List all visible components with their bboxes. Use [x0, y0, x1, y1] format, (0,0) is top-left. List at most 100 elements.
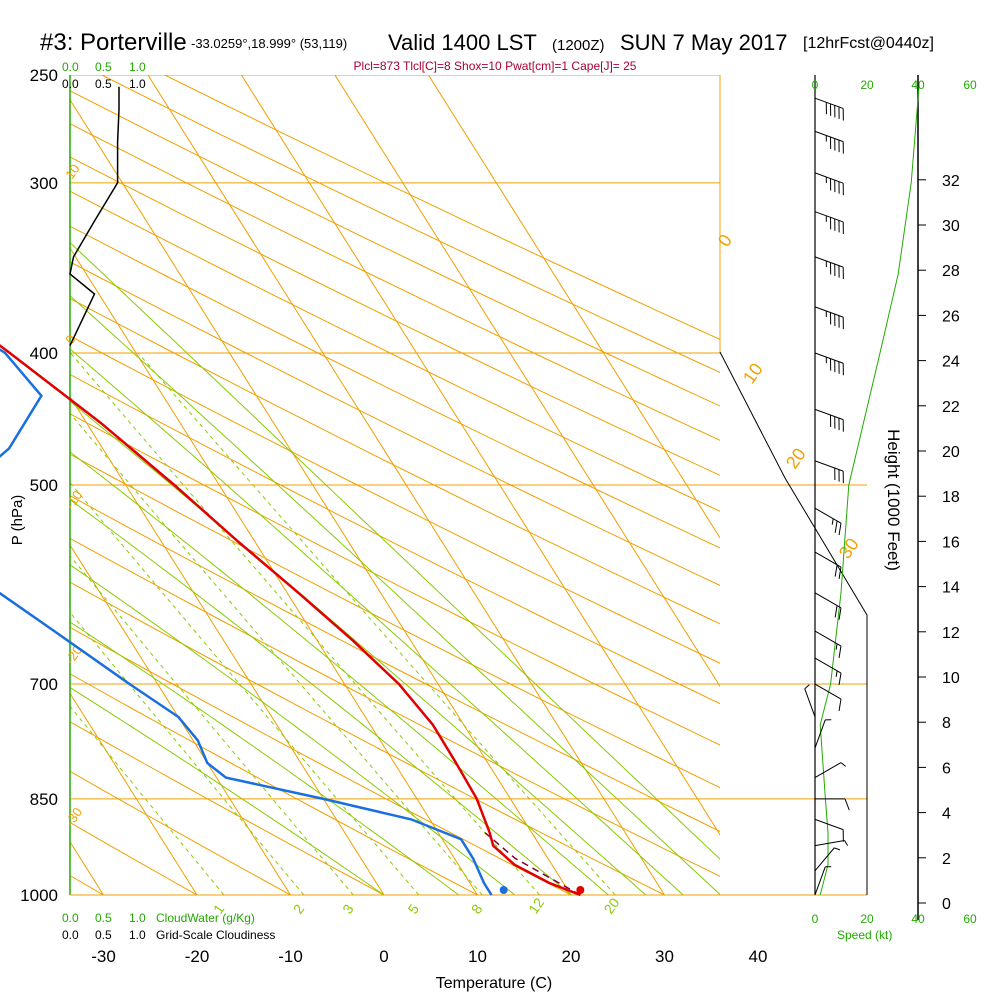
ws-tick-3: 60 [963, 912, 977, 926]
cw-tick-0-bottom: 0.0 [62, 911, 79, 925]
wind-scale-top: 0 20 40 60 [812, 78, 977, 92]
height-tick-label: 8 [942, 715, 951, 732]
dry-adiabat-line [70, 721, 385, 895]
temperature-tick-label: 20 [562, 947, 581, 966]
height-tick-label: 16 [942, 534, 960, 551]
cloudwater-label: CloudWater (g/Kg) [156, 911, 255, 925]
dry-adiabat-line [70, 453, 720, 789]
wind-barb [814, 460, 844, 484]
cw-tick-1-bottom: 0.5 [95, 911, 112, 925]
dry-adiabat-line [70, 673, 478, 895]
wind-barb-staff [814, 866, 826, 896]
moist-adiabat-line [70, 451, 609, 895]
wind-barb-staff [814, 352, 844, 364]
wind-barb [814, 839, 849, 847]
y-axis-label: P (hPa) [9, 495, 26, 546]
height-tick-label: 18 [942, 489, 960, 506]
cw-tick-2: 1.0 [129, 60, 146, 74]
wind-speed-label: Speed (kt) [837, 928, 892, 942]
mixing-ratio-line [70, 412, 483, 895]
height-tick-label: 26 [942, 308, 960, 325]
wind-barb-flag [838, 523, 842, 536]
isotherm-label: 10 [62, 161, 83, 181]
cl-tick-0: 0.0 [62, 77, 79, 91]
wind-barb-half-flag [840, 762, 846, 767]
wind-barb [814, 719, 832, 749]
cl-tick-2-bottom: 1.0 [129, 928, 146, 942]
wind-barb-staff [814, 818, 844, 831]
wind-barb-staff [814, 172, 844, 184]
wind-barb-staff [814, 592, 842, 609]
wind-barb [814, 683, 842, 711]
height-tick-label: 4 [942, 806, 951, 823]
pressure-tick-label: 300 [30, 174, 58, 193]
mixing-ratio-line [70, 705, 225, 895]
pressure-tick-label: 500 [30, 476, 58, 495]
temperature-tick-label: -30 [91, 947, 116, 966]
wind-barb [814, 211, 844, 234]
x-axis-label: Temperature (C) [436, 975, 552, 992]
moist-adiabat-line [70, 348, 684, 895]
ws-tick-1: 20 [860, 912, 874, 926]
surface-dewpoint-dot [499, 886, 508, 894]
pressure-ticks: 250 300 400 500 700 850 1000 [20, 66, 58, 905]
moist-adiabat-line [70, 498, 572, 895]
plot-frame [69, 75, 919, 920]
pressure-tick-label: 700 [30, 675, 58, 694]
height-tick-label: 28 [942, 263, 960, 280]
cloudwater-scale-top: 0.0 0.5 1.0 0.0 0.5 1.0 [62, 60, 146, 91]
dewpoint-line [0, 348, 493, 896]
wind-barb [814, 866, 832, 896]
temperature-tick-label: 0 [379, 947, 388, 966]
wind-barb-half-flag [835, 670, 838, 677]
moist-adiabat-line [70, 241, 720, 860]
wind-barb [815, 798, 850, 811]
wind-barb-staff [814, 719, 826, 749]
station-coords: -33.0259°,18.999° (53,119) [191, 36, 347, 51]
wind-barb [814, 657, 842, 686]
wind-barb-staff [814, 408, 844, 421]
utc-time: (1200Z) [552, 37, 605, 54]
pressure-tick-label: 850 [30, 790, 58, 809]
surface-temperature-dot [576, 886, 585, 894]
pressure-tick-label: 1000 [20, 886, 58, 905]
wind-barb-flag [834, 605, 838, 618]
dry-adiabat-line [70, 626, 572, 895]
wind-barb-half-flag [835, 643, 838, 650]
wind-barb-half-flag [804, 684, 810, 690]
dry-adiabat-line [101, 75, 720, 373]
ws-tick-0: 0 [812, 912, 819, 926]
wind-barb-staff [814, 306, 844, 318]
wind-barb-flag [838, 607, 842, 620]
wind-barb [814, 551, 842, 579]
station-title: #3: Porterville [40, 29, 187, 56]
wind-barb [814, 130, 844, 154]
wind-barb [814, 352, 844, 376]
wind-barb-staff [814, 256, 844, 268]
wind-barb [814, 306, 844, 330]
temperature-ticks: -30 -20 -10 0 10 20 30 40 [91, 947, 767, 966]
ws-tick-1-top: 20 [860, 78, 874, 92]
dry-adiabat-line [70, 581, 665, 895]
ws-tick-3-top: 60 [963, 78, 977, 92]
wind-barb-staff [814, 630, 842, 647]
height-axis-label: Height (1000 Feet) [884, 429, 903, 571]
cloudiness-label: Grid-Scale Cloudiness [156, 928, 275, 942]
wind-barb [804, 684, 816, 718]
wind-barb-half-flag [834, 847, 841, 851]
ws-tick-2: 40 [911, 912, 925, 926]
dry-adiabat-line [70, 190, 720, 512]
wind-barb-flag [838, 645, 842, 658]
wind-barb-flag [834, 564, 838, 577]
height-tick-label: 30 [942, 218, 960, 235]
moist-adiabat-line [70, 621, 460, 895]
temperature-tick-label: 10 [468, 947, 487, 966]
height-tick-label: 10 [942, 670, 960, 687]
temperature-tick-label: -10 [278, 947, 303, 966]
wind-barb-staff [814, 130, 844, 143]
height-tick-label: 14 [942, 580, 960, 597]
cw-tick-0: 0.0 [62, 60, 79, 74]
height-tick-label: 0 [942, 896, 951, 913]
cl-tick-1: 0.5 [95, 77, 112, 91]
height-tick-label: 20 [942, 444, 960, 461]
